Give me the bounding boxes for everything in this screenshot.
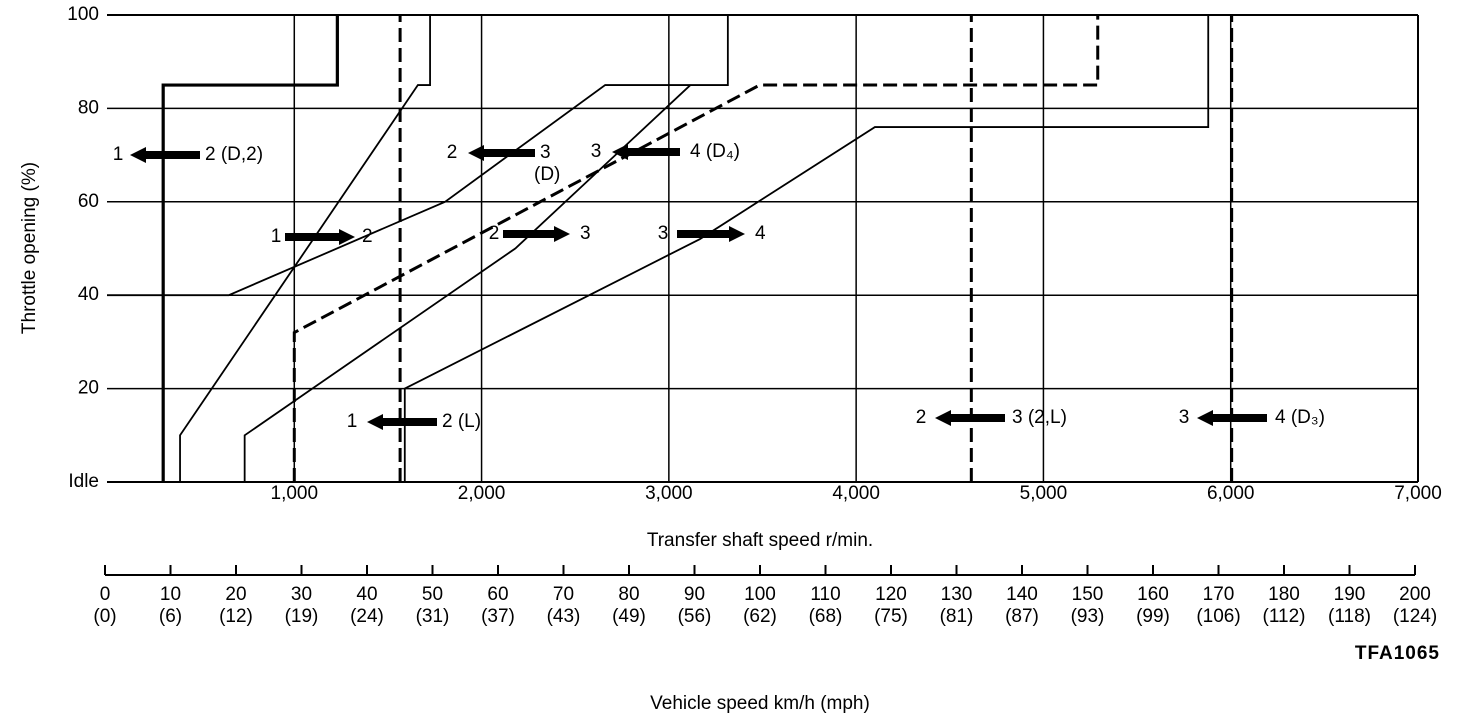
x2-mph-label: (81): [940, 606, 974, 627]
x2-tick-label: 30: [291, 584, 312, 605]
y-tick-label: Idle: [68, 471, 99, 492]
x2-tick-label: 80: [618, 584, 639, 605]
shift-line: [243, 84, 692, 482]
x-tick-label: 3,000: [645, 483, 693, 504]
x2-tick-label: 190: [1334, 584, 1366, 605]
x2-tick-label: 120: [875, 584, 907, 605]
y-tick-label: 100: [67, 4, 99, 25]
x2-mph-label: (37): [481, 606, 515, 627]
shift-line: [403, 15, 1210, 482]
x2-tick-label: 0: [100, 584, 111, 605]
x2-tick-label: 140: [1006, 584, 1038, 605]
shift-arrow: [285, 229, 355, 245]
annotation-to: 2: [362, 226, 373, 247]
x2-tick-label: 150: [1072, 584, 1104, 605]
x2-mph-label: (43): [547, 606, 581, 627]
x2-mph-label: (0): [93, 606, 116, 627]
shift-line: [161, 15, 339, 482]
x2-tick-label: 110: [810, 584, 840, 605]
x2-tick-label: 180: [1268, 584, 1300, 605]
x2-tick-label: 160: [1137, 584, 1169, 605]
x2-mph-label: (19): [285, 606, 319, 627]
x-tick-label: 5,000: [1020, 483, 1068, 504]
x2-tick-label: 200: [1399, 584, 1431, 605]
annotation-from: 3: [658, 223, 669, 244]
x2-tick-label: 100: [744, 584, 776, 605]
x2-mph-label: (12): [219, 606, 253, 627]
x2-tick-label: 170: [1203, 584, 1235, 605]
annotation-from: 2: [916, 407, 927, 428]
shift-arrow: [677, 226, 745, 242]
annotation-from: 3: [591, 141, 602, 162]
x2-mph-label: (49): [612, 606, 646, 627]
x2-mph-label: (87): [1005, 606, 1039, 627]
x2-mph-label: (62): [743, 606, 777, 627]
x2-tick-label: 40: [356, 584, 377, 605]
annotation-from: 1: [271, 226, 282, 247]
annotation-to: 4 (D₄): [690, 141, 740, 162]
x-tick-label: 6,000: [1207, 483, 1255, 504]
annotation-from: 1: [347, 411, 358, 432]
y-tick-label: 40: [78, 284, 99, 305]
shift-line: [107, 15, 729, 297]
x2-tick-label: 70: [553, 584, 574, 605]
annotation-to: 4: [755, 223, 766, 244]
shift-arrow: [612, 144, 680, 160]
x2-mph-label: (118): [1328, 606, 1371, 627]
x-tick-label: 2,000: [458, 483, 506, 504]
shift-arrow: [935, 410, 1005, 426]
x2-mph-label: (112): [1263, 606, 1306, 627]
shift-arrow: [503, 226, 570, 242]
x2-mph-label: (93): [1071, 606, 1105, 627]
shift-line: [179, 15, 431, 482]
x2-tick-label: 50: [422, 584, 443, 605]
x2-axis-label: Vehicle speed km/h (mph): [650, 693, 870, 714]
x-tick-label: 1,000: [271, 483, 319, 504]
x2-mph-label: (68): [809, 606, 843, 627]
x2-tick-label: 90: [684, 584, 705, 605]
y-axis-label: Throttle opening (%): [19, 162, 40, 334]
annotation-to: 3: [540, 142, 551, 163]
annotation-from: 2: [447, 142, 458, 163]
x2-mph-label: (99): [1136, 606, 1170, 627]
x2-tick-label: 60: [487, 584, 508, 605]
x2-tick-label: 130: [941, 584, 973, 605]
annotation-to: 4 (D₃): [1275, 407, 1325, 428]
annotation-to: 2 (L): [442, 411, 481, 432]
shift-arrow: [130, 147, 200, 163]
annotation-note: (D): [534, 164, 560, 185]
x2-mph-label: (56): [678, 606, 712, 627]
shift-arrow: [1197, 410, 1267, 426]
annotation-from: 1: [113, 144, 124, 165]
x2-mph-label: (124): [1393, 606, 1437, 627]
x2-mph-label: (75): [874, 606, 908, 627]
x2-mph-label: (106): [1196, 606, 1240, 627]
annotation-from: 2: [489, 223, 500, 244]
y-tick-label: 60: [78, 191, 99, 212]
x2-tick-label: 10: [160, 584, 181, 605]
annotation-to: 3: [580, 223, 591, 244]
x2-mph-label: (31): [416, 606, 450, 627]
figure-code: TFA1065: [1355, 643, 1440, 664]
shift-arrow: [367, 414, 437, 430]
x-tick-label: 7,000: [1394, 483, 1442, 504]
y-tick-label: 20: [78, 378, 99, 399]
y-tick-label: 80: [78, 97, 99, 118]
x2-tick-label: 20: [225, 584, 246, 605]
x2-mph-label: (6): [159, 606, 182, 627]
annotation-from: 3: [1179, 407, 1190, 428]
x-tick-label: 4,000: [832, 483, 880, 504]
annotation-to: 3 (2,L): [1012, 407, 1067, 428]
x-axis-label: Transfer shaft speed r/min.: [647, 530, 873, 551]
shift-arrow: [468, 145, 535, 161]
x2-mph-label: (24): [350, 606, 384, 627]
annotation-to: 2 (D,2): [205, 144, 263, 165]
